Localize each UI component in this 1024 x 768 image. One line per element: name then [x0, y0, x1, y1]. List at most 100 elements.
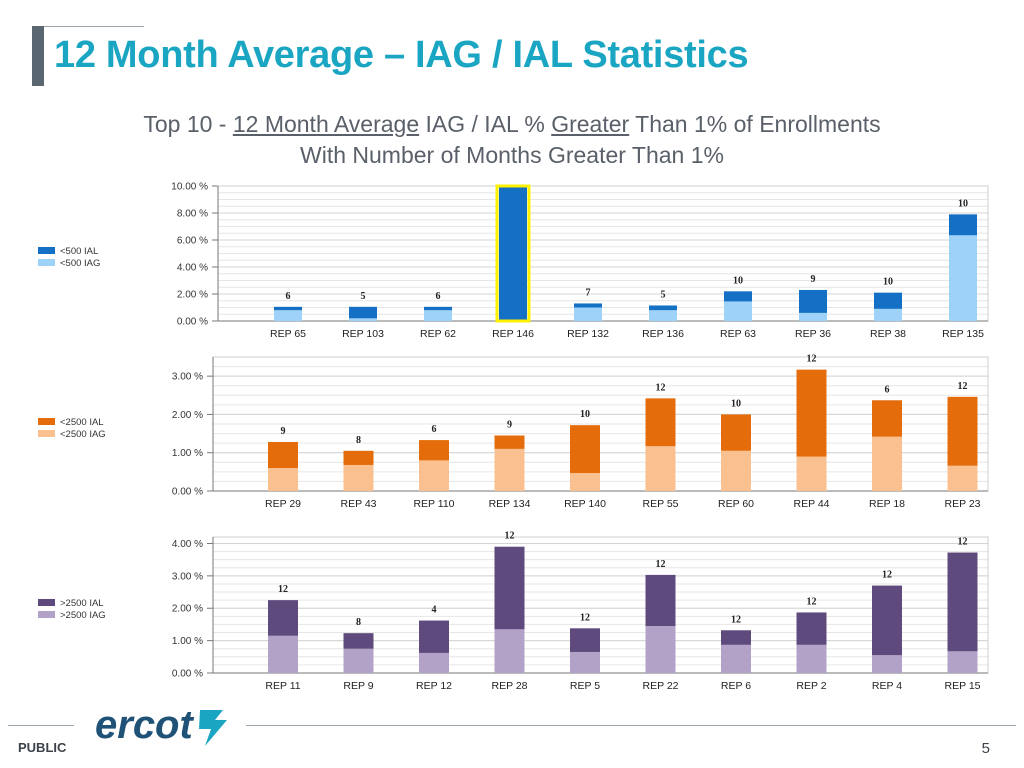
y-tick-label: 0.00 %: [172, 669, 203, 680]
bar-segment-iag: [947, 651, 978, 673]
bar-month-count-label: 12: [505, 531, 515, 542]
bar-month-count-label: 12: [958, 537, 968, 548]
bar-segment-ial: [494, 435, 525, 449]
bar-month-count-label: 12: [278, 584, 288, 595]
bar-segment-ial: [343, 633, 374, 649]
plot-frame: [212, 536, 989, 674]
bar-segment-ial: [872, 585, 902, 656]
legend-label-ial: <2500 IAL: [60, 417, 104, 428]
bar-month-count-label: 12: [731, 614, 741, 625]
category-label: REP 140: [564, 498, 606, 510]
ercot-logo: ercot: [95, 703, 227, 747]
bar-month-count-label: 12: [882, 570, 892, 581]
bar-segment-ial: [268, 441, 298, 469]
bar-month-count-label: 9: [281, 426, 286, 437]
bar-segment-ial: [949, 214, 977, 236]
bar-segment-iag: [874, 308, 902, 321]
y-tick-label: 8.00 %: [177, 209, 208, 220]
bar-segment-iag: [419, 460, 449, 491]
category-label: REP 9: [343, 680, 373, 692]
bar-month-count-label: 5: [661, 289, 666, 300]
subtitle-prefix: Top 10 -: [143, 111, 233, 137]
legend-label-iag: <500 IAG: [60, 258, 100, 269]
subtitle-underlined-greater: Greater: [551, 111, 630, 137]
y-tick-label: 2.00 %: [172, 410, 203, 421]
chart-panel-2: 0.00 % 1.00 % 2.00 % 3.00 % 9 REP 29 8 REP 43 6 R…: [38, 354, 989, 510]
category-label: REP 12: [416, 680, 452, 692]
subtitle-underlined-period: 12 Month Average: [232, 111, 420, 137]
bar-segment-iag: [872, 436, 902, 491]
bar-month-count-label: 10: [733, 275, 743, 286]
bar-segment-ial: [947, 396, 978, 466]
bar-segment-ial: [649, 305, 677, 311]
footer-divider-left: [8, 725, 74, 726]
legend-label-ial: >2500 IAL: [60, 598, 104, 609]
bar-segment-ial: [724, 291, 752, 302]
classification-label: PUBLIC: [18, 740, 67, 755]
bar-month-count-label: 7: [586, 287, 591, 298]
bar-month-count-label: 10: [731, 398, 741, 409]
bar-segment-iag: [494, 629, 525, 673]
bar-highlight-outline: [495, 184, 531, 323]
bar-segment-iag: [419, 652, 449, 673]
bar-segment-iag: [721, 644, 751, 673]
bar-month-count-label: 12: [807, 596, 817, 607]
bar-segment-iag: [570, 473, 600, 491]
legend-swatch-iag: [38, 430, 55, 437]
category-label: REP 4: [872, 680, 902, 692]
title-accent-bar: [32, 26, 44, 86]
bar-segment-ial: [419, 620, 449, 653]
chart-legend-3: >2500 IAL>2500 IAG: [38, 598, 106, 621]
bar-segment-iag: [574, 307, 602, 321]
subtitle-suffix: Than 1% of Enrollments: [629, 111, 881, 137]
bar-month-count-label: 12: [958, 381, 968, 392]
legend-swatch-iag: [38, 259, 55, 266]
bar-segment-iag: [645, 446, 676, 491]
bar-segment-iag: [724, 301, 752, 321]
chart-legend-1: <500 IAL<500 IAG: [38, 246, 100, 269]
bar-segment-iag: [721, 450, 751, 491]
bar-segment-ial: [796, 369, 827, 457]
category-label: REP 146: [492, 328, 534, 340]
chart-panel-1: 0.00 % 2.00 % 4.00 % 6.00 % 8.00 % 10.00 % 6 RE…: [38, 182, 989, 340]
category-label: REP 6: [721, 680, 751, 692]
y-tick-label: 3.00 %: [172, 571, 203, 582]
bar-segment-iag: [799, 312, 827, 321]
bar-segment-ial: [721, 630, 751, 645]
bar-month-count-label: 10: [580, 409, 590, 420]
bar-month-count-label: 5: [361, 291, 366, 302]
category-label: REP 135: [942, 328, 984, 340]
bar-month-count-label: 6: [432, 424, 437, 435]
category-label: REP 62: [420, 328, 456, 340]
bar-segment-ial: [645, 398, 676, 447]
category-label: REP 36: [795, 328, 831, 340]
bar-month-count-label: 12: [656, 559, 666, 570]
legend-label-ial: <500 IAL: [60, 246, 98, 257]
category-label: REP 29: [265, 498, 301, 510]
legend-label-iag: >2500 IAG: [60, 610, 106, 621]
bar-segment-ial: [343, 450, 374, 465]
bar-segment-iag: [274, 310, 302, 321]
page-number: 5: [981, 740, 990, 757]
bar-segment-ial: [947, 552, 978, 652]
bar-segment-iag: [268, 635, 298, 673]
bar-segment-ial: [419, 440, 449, 461]
bar-month-count-label: 10: [883, 277, 893, 288]
category-label: REP 38: [870, 328, 906, 340]
bar-segment-iag: [872, 655, 902, 673]
bar-segment-iag: [570, 651, 600, 673]
bar-segment-ial: [721, 414, 751, 451]
legend-swatch-ial: [38, 247, 55, 254]
legend-label-iag: <2500 IAG: [60, 429, 106, 440]
category-label: REP 15: [945, 680, 981, 692]
bar-segment-ial: [645, 574, 676, 627]
bar-segment-iag: [349, 318, 377, 321]
bar-segment-iag: [796, 644, 827, 673]
bar-month-count-label: 10: [958, 198, 968, 209]
y-tick-label: 4.00 %: [172, 539, 203, 550]
bar-segment-ial: [570, 628, 600, 652]
bar-segment-ial: [872, 400, 902, 437]
bar-segment-iag: [268, 468, 298, 491]
bar-segment-ial: [570, 425, 600, 474]
category-label: REP 60: [718, 498, 754, 510]
